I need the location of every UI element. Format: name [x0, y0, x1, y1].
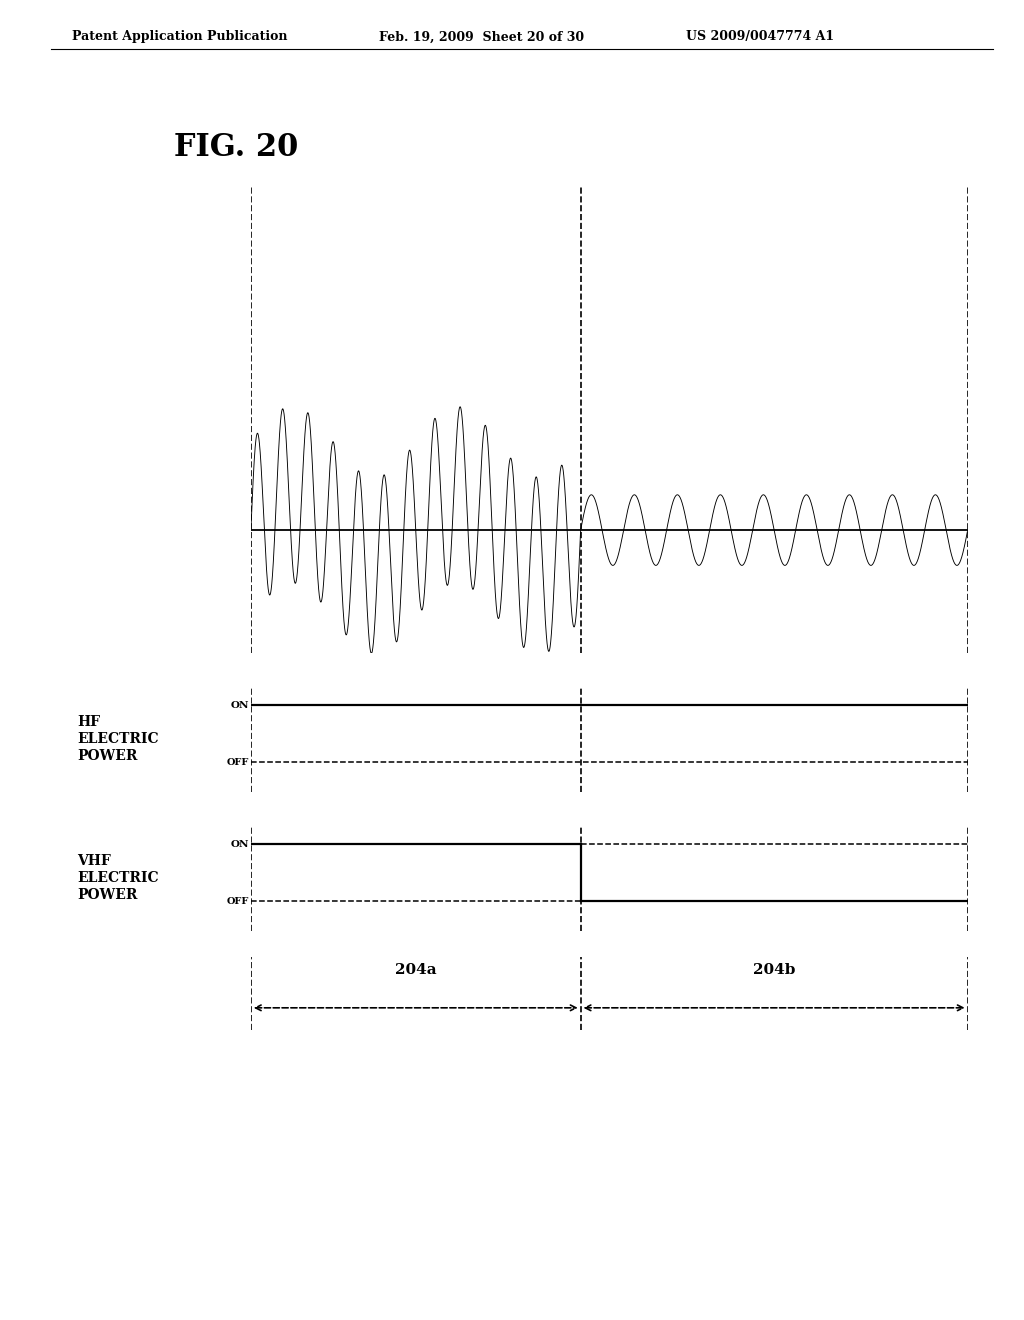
- Text: HF
ELECTRIC
POWER: HF ELECTRIC POWER: [77, 715, 159, 763]
- Text: Feb. 19, 2009  Sheet 20 of 30: Feb. 19, 2009 Sheet 20 of 30: [379, 30, 584, 44]
- Text: US 2009/0047774 A1: US 2009/0047774 A1: [686, 30, 835, 44]
- Text: ON: ON: [230, 840, 249, 849]
- Text: OFF: OFF: [226, 758, 249, 767]
- Text: 204b: 204b: [753, 964, 796, 977]
- Text: OFF: OFF: [226, 896, 249, 906]
- Text: VHF
ELECTRIC
POWER: VHF ELECTRIC POWER: [77, 854, 159, 902]
- Text: FIG. 20: FIG. 20: [174, 132, 298, 162]
- Text: Patent Application Publication: Patent Application Publication: [72, 30, 287, 44]
- Text: 204a: 204a: [395, 964, 436, 977]
- Text: ON: ON: [230, 701, 249, 710]
